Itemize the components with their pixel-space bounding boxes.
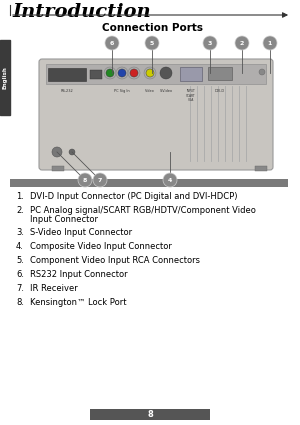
Text: INPUT
SCART
VGA: INPUT SCART VGA [186, 89, 196, 102]
Circle shape [259, 69, 265, 75]
Circle shape [160, 67, 172, 79]
Text: PC Sig In: PC Sig In [114, 89, 130, 93]
Bar [90, 70, 102, 79]
Text: DVI-D: DVI-D [215, 89, 225, 93]
Bar [10, 179, 288, 187]
Text: 7: 7 [98, 178, 102, 182]
Circle shape [104, 67, 116, 79]
Text: 3.: 3. [16, 228, 24, 237]
Circle shape [144, 67, 156, 79]
Text: 8: 8 [83, 178, 87, 182]
Bar [52, 166, 64, 171]
Text: IR Receiver: IR Receiver [30, 284, 78, 293]
Circle shape [78, 173, 92, 187]
Bar [180, 67, 202, 81]
Text: 8: 8 [147, 410, 153, 419]
Circle shape [163, 173, 177, 187]
Text: DVI-D Input Connector (PC Digital and DVI-HDCP): DVI-D Input Connector (PC Digital and DV… [30, 192, 238, 201]
Text: Input Connector: Input Connector [30, 215, 98, 224]
Text: RS232 Input Connector: RS232 Input Connector [30, 270, 127, 279]
Circle shape [118, 69, 126, 77]
Text: 2.: 2. [16, 206, 24, 215]
Circle shape [105, 36, 119, 50]
Text: 6.: 6. [16, 270, 24, 279]
Text: 1.: 1. [16, 192, 24, 201]
Bar [0, 40, 10, 115]
Text: Connection Ports: Connection Ports [101, 23, 202, 33]
Circle shape [52, 147, 62, 157]
Text: Kensington™ Lock Port: Kensington™ Lock Port [30, 298, 127, 307]
Bar [255, 166, 267, 171]
Text: S-Video Input Connector: S-Video Input Connector [30, 228, 132, 237]
Circle shape [93, 173, 107, 187]
Text: Introduction: Introduction [12, 3, 151, 21]
Text: RS-232: RS-232 [61, 89, 74, 93]
Text: 8.: 8. [16, 298, 24, 307]
Circle shape [145, 36, 159, 50]
Circle shape [130, 69, 138, 77]
Text: 5.: 5. [16, 256, 24, 265]
Text: 2: 2 [240, 40, 244, 45]
Text: 3: 3 [208, 40, 212, 45]
Circle shape [203, 36, 217, 50]
Circle shape [116, 67, 128, 79]
Text: S-Video: S-Video [159, 89, 172, 93]
Text: PC Analog signal/SCART RGB/HDTV/Component Video: PC Analog signal/SCART RGB/HDTV/Componen… [30, 206, 256, 215]
Circle shape [263, 36, 277, 50]
Text: 6: 6 [110, 40, 114, 45]
FancyBboxPatch shape [39, 59, 273, 170]
Bar [208, 67, 232, 80]
Text: Composite Video Input Connector: Composite Video Input Connector [30, 242, 172, 251]
Circle shape [146, 69, 154, 77]
Text: English: English [2, 67, 8, 89]
Text: Component Video Input RCA Connectors: Component Video Input RCA Connectors [30, 256, 200, 265]
Text: 4.: 4. [16, 242, 24, 251]
Bar [90, 409, 210, 420]
Text: 5: 5 [150, 40, 154, 45]
Text: 4: 4 [168, 178, 172, 182]
Circle shape [106, 69, 114, 77]
Text: 7.: 7. [16, 284, 24, 293]
Text: 1: 1 [268, 40, 272, 45]
Circle shape [235, 36, 249, 50]
Bar [46, 64, 266, 84]
Text: Video: Video [145, 89, 155, 93]
Circle shape [128, 67, 140, 79]
Bar [48, 68, 86, 81]
Circle shape [69, 149, 75, 155]
